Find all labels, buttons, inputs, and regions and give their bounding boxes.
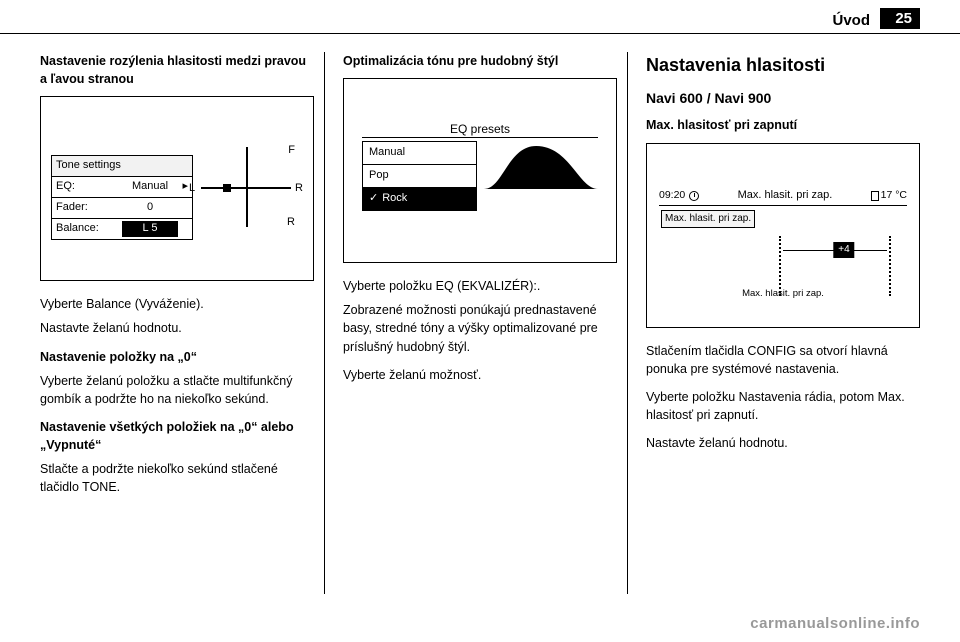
blank [178,221,188,237]
slider-knob: +4 [833,242,854,259]
status-title: Max. hlasit. pri zap. [738,188,833,204]
eq-title: EQ presets [344,121,616,138]
check-icon: ✓ [369,191,378,207]
column-1: Nastavenie rozýlenia hlasitosti medzi pr… [40,52,324,594]
volume-slider: +4 [779,236,891,266]
col3-section-title: Nastavenia hlasitosti [646,52,920,78]
screenshot-tone-settings: Tone settings EQ: Manual ▸ Fader: 0 Bala… [40,96,314,281]
tone-row-value-selected: L 5 [122,221,178,237]
header-title: Úvod [40,12,880,29]
col2-select-eq: Vyberte položku EQ (EKVALIZÉR):. [343,277,617,295]
blank [178,200,188,216]
tone-row-eq: EQ: Manual ▸ [52,177,192,198]
eq-item-label: Pop [369,168,389,184]
eq-curve-icon [484,141,598,189]
col3-p1: Stlačením tlačidla CONFIG sa otvorí hlav… [646,342,920,378]
tone-panel-title: Tone settings [52,156,192,177]
tone-row-label: Fader: [56,200,122,216]
col1-heading-balance: Nastavenie rozýlenia hlasitosti medzi pr… [40,52,314,88]
col1-heading-allzero: Nastavenie všetkých položiek na „0“ aleb… [40,418,314,454]
column-3: Nastavenia hlasitosti Navi 600 / Navi 90… [627,52,920,594]
cross-label-r: R [295,181,303,197]
col3-p2: Vyberte položku Nastavenia rádia, potom … [646,388,920,424]
cross-label-r2: R [287,215,295,231]
cross-label-l: L [189,181,195,197]
tone-row-balance: Balance: L 5 [52,219,192,239]
clock-icon [689,191,699,201]
eq-item-rock-selected: ✓ Rock [362,188,477,211]
slider-caption: Max. hlasit. pri zap. [647,287,919,301]
col2-desc: Zobrazené možnosti ponúkajú prednastaven… [343,301,617,355]
balance-dot-icon [223,184,231,192]
col1-heading-zero: Nastavenie položky na „0“ [40,348,314,366]
col1-select-balance: Vyberte Balance (Vyváženie). [40,295,314,313]
col3-subhead: Max. hlasitosť pri zapnutí [646,116,920,134]
eq-item-label: Rock [382,191,407,207]
fuel-icon [871,191,879,201]
status-bar: 09:20 Max. hlasit. pri zap. 17 °C [659,188,907,206]
eq-item-pop: Pop [362,165,477,188]
tone-row-label: EQ: [56,179,122,195]
tone-row-label: Balance: [56,221,122,237]
col2-select-option: Vyberte želanú možnosť. [343,366,617,384]
watermark: carmanualsonline.info [750,615,920,632]
col1-set-value: Nastavte želanú hodnotu. [40,319,314,337]
page-number: 25 [880,8,920,29]
page-header: Úvod 25 [0,0,960,34]
col2-heading: Optimalizácia tónu pre hudobný štýl [343,52,617,70]
col1-zero-text: Vyberte želanú položku a stlačte multifu… [40,372,314,408]
eq-list: Manual Pop ✓ Rock [362,141,477,211]
screenshot-eq-presets: EQ presets Manual Pop ✓ Rock [343,78,617,263]
status-temp: 17 °C [881,188,907,203]
eq-item-label: Manual [369,145,405,161]
status-time: 09:20 [659,188,685,203]
col1-allzero-text: Stlačte a podržte niekoľko sekúnd stlače… [40,460,314,496]
tone-row-value: 0 [122,200,178,216]
tone-row-value: Manual [122,179,178,195]
balance-crosshair: F L R R [201,147,291,227]
eq-item-manual: Manual [362,141,477,165]
screenshot-max-volume: 09:20 Max. hlasit. pri zap. 17 °C Max. h… [646,143,920,328]
col3-model: Navi 600 / Navi 900 [646,88,920,108]
chevron-right-icon: ▸ [178,179,188,195]
tone-panel: Tone settings EQ: Manual ▸ Fader: 0 Bala… [51,155,193,240]
col3-p3: Nastavte želanú hodnotu. [646,434,920,452]
selected-chip: Max. hlasit. pri zap. [661,210,755,229]
cross-label-f: F [288,143,295,159]
tone-row-fader: Fader: 0 [52,198,192,219]
column-2: Optimalizácia tónu pre hudobný štýl EQ p… [324,52,627,594]
